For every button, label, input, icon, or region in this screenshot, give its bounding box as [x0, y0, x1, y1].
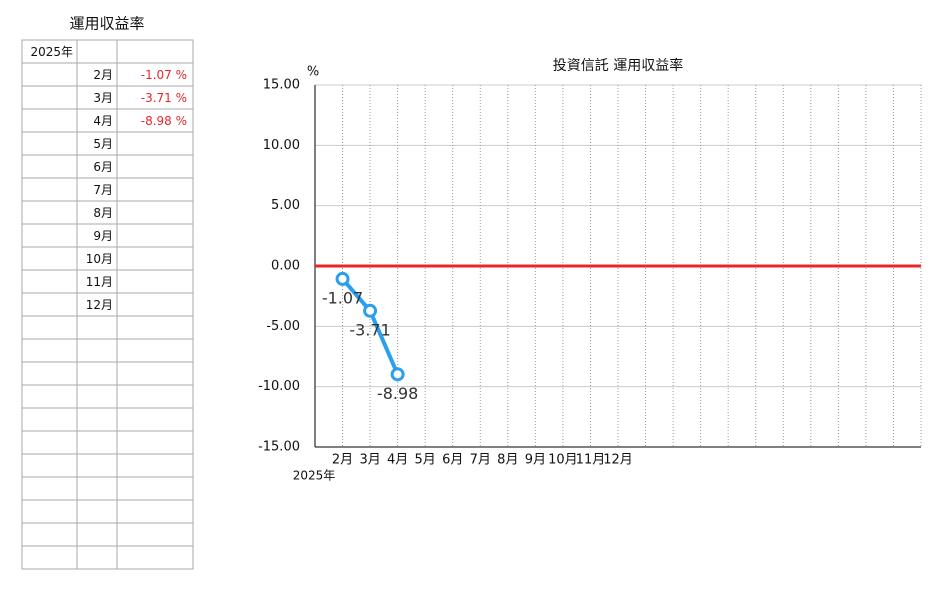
data-label: -8.98: [377, 384, 418, 403]
table-label: 4月: [93, 114, 113, 128]
table-cell: [21, 338, 78, 363]
table-value: -3.71 %: [141, 91, 187, 105]
x-tick-label: 8月: [497, 453, 518, 468]
table-value: -8.98 %: [141, 114, 187, 128]
table-cell: [76, 315, 118, 340]
table-cell: [116, 131, 194, 156]
table-cell: [21, 62, 78, 87]
table-value: -1.07 %: [141, 68, 187, 82]
y-tick-label: 5.00: [271, 198, 300, 213]
table-cell: [116, 315, 194, 340]
table-cell: [116, 361, 194, 386]
x-tick-label: 6月: [442, 453, 463, 468]
x-tick-label: 10月: [548, 453, 578, 468]
table-cell: [116, 154, 194, 179]
x-tick-label: 12月: [603, 453, 633, 468]
point: [363, 303, 378, 318]
table-cell: [116, 407, 194, 432]
table-title: 運用収益率: [69, 15, 144, 33]
table-label: 10月: [86, 252, 113, 266]
table-cell: [21, 384, 78, 409]
table-cell: [76, 407, 118, 432]
table-cell: [21, 430, 78, 455]
table-cell: [21, 269, 78, 294]
table-cell: [21, 315, 78, 340]
y-tick-label: 10.00: [263, 138, 300, 153]
table-cell: [116, 39, 194, 64]
table-cell: [21, 292, 78, 317]
table-label: 9月: [93, 229, 113, 243]
table-cell: [76, 476, 118, 501]
table-cell: [76, 430, 118, 455]
table-cell: [21, 361, 78, 386]
table-label: 12月: [86, 298, 113, 312]
table-cell: [21, 154, 78, 179]
table-cell: [76, 361, 118, 386]
table-cell: [76, 522, 118, 547]
table-cell: [116, 246, 194, 271]
y-tick-label: -10.00: [258, 379, 300, 394]
table-cell: [21, 545, 78, 570]
table-cell: [116, 522, 194, 547]
table-cell: [21, 177, 78, 202]
x-tick-label: 9月: [525, 453, 546, 468]
table-cell: [21, 85, 78, 110]
x-tick-label: 11月: [576, 453, 606, 468]
table-cell: [21, 200, 78, 225]
x-tick-label: 4月: [387, 453, 408, 468]
table-cell: [116, 292, 194, 317]
table-cell: [21, 453, 78, 478]
table-cell: [116, 430, 194, 455]
x-tick-label: 7月: [470, 453, 491, 468]
table-cell: [21, 522, 78, 547]
table-cell: [21, 499, 78, 524]
table-cell: [116, 384, 194, 409]
table-cell: [21, 476, 78, 501]
table-label: 3月: [93, 91, 113, 105]
x-tick-label: 5月: [415, 453, 436, 468]
table-cell: [116, 177, 194, 202]
table-cell: [116, 453, 194, 478]
table-cell: [116, 499, 194, 524]
table-cell: [116, 269, 194, 294]
table-cell: [21, 223, 78, 248]
table-label: 11月: [86, 275, 113, 289]
table-label: 6月: [93, 160, 113, 174]
table-label: 7月: [93, 183, 113, 197]
x-tick-label: 3月: [359, 453, 380, 468]
table-cell: [116, 338, 194, 363]
x-axis-label: 2025年: [293, 469, 336, 483]
table-cell: [76, 453, 118, 478]
data-label: -3.71: [349, 320, 390, 339]
table-cell: [116, 545, 194, 570]
table-cell: [76, 545, 118, 570]
table-cell: [21, 246, 78, 271]
table-cell: [76, 499, 118, 524]
y-tick-label: 0.00: [271, 259, 300, 274]
y-tick-label: 15.00: [263, 78, 300, 93]
table-cell: [76, 338, 118, 363]
x-tick-label: 2月: [332, 453, 353, 468]
y-tick-label: -15.00: [258, 440, 300, 455]
table-label: 2025年: [30, 45, 73, 59]
point: [335, 271, 350, 286]
table-cell: [21, 108, 78, 133]
table-label: 8月: [93, 206, 113, 220]
data-label: -1.07: [322, 288, 363, 307]
table-cell: [76, 384, 118, 409]
point: [390, 367, 405, 382]
table-cell: [76, 39, 118, 64]
table-cell: [21, 131, 78, 156]
table-label: 2月: [93, 68, 113, 82]
table-cell: [116, 200, 194, 225]
chart-title: 投資信託 運用収益率: [553, 57, 683, 74]
y-unit: %: [307, 65, 319, 80]
table-cell: [116, 476, 194, 501]
y-tick-label: -5.00: [266, 319, 300, 334]
table-cell: [21, 407, 78, 432]
table-cell: [116, 223, 194, 248]
table-label: 5月: [93, 137, 113, 151]
